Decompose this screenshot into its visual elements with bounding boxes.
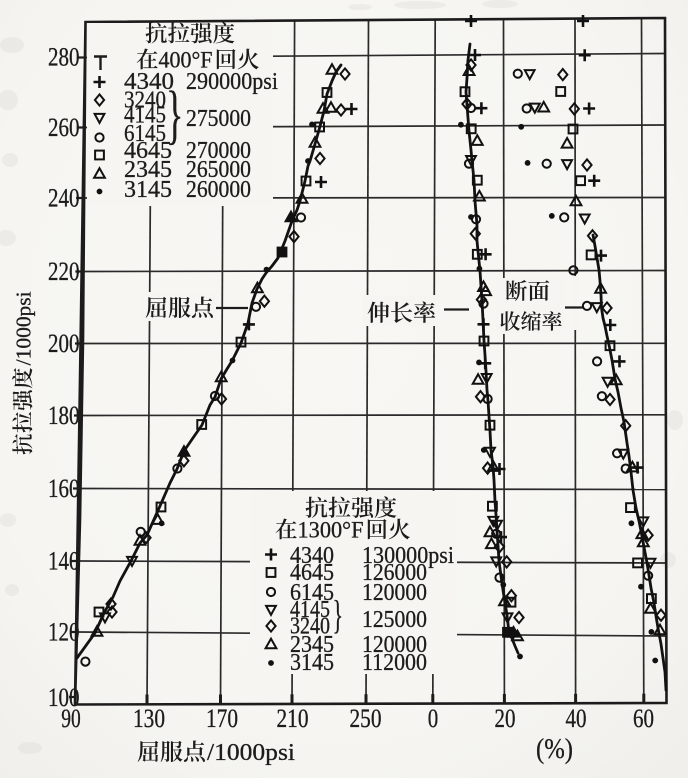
svg-text:210: 210 xyxy=(277,704,309,733)
svg-text:250: 250 xyxy=(350,704,382,733)
svg-text:90: 90 xyxy=(61,704,81,733)
svg-text:120000: 120000 xyxy=(362,632,427,658)
svg-text:140: 140 xyxy=(48,547,80,576)
svg-text:120: 120 xyxy=(48,618,80,647)
svg-text:}: } xyxy=(333,592,344,637)
svg-text:160: 160 xyxy=(48,474,80,503)
svg-text:20: 20 xyxy=(495,704,516,733)
svg-text:4645: 4645 xyxy=(290,560,334,586)
svg-text:4145: 4145 xyxy=(124,103,166,129)
svg-text:170: 170 xyxy=(206,704,238,733)
svg-text:0: 0 xyxy=(428,704,439,733)
svg-text:3145: 3145 xyxy=(290,650,334,676)
svg-text:6145: 6145 xyxy=(124,121,166,147)
svg-text:3240: 3240 xyxy=(124,88,166,114)
svg-text:260: 260 xyxy=(48,113,80,142)
svg-text:6145: 6145 xyxy=(290,580,334,606)
svg-text:130: 130 xyxy=(133,704,165,733)
svg-text:4645: 4645 xyxy=(124,138,172,164)
svg-text:112000: 112000 xyxy=(362,650,427,676)
svg-text:4340: 4340 xyxy=(124,69,174,95)
svg-text:265000: 265000 xyxy=(186,157,251,183)
svg-text:40: 40 xyxy=(566,704,587,733)
svg-text:130000psi: 130000psi xyxy=(362,543,454,569)
svg-text:/1000psi: /1000psi xyxy=(207,740,295,766)
svg-text:200: 200 xyxy=(48,329,80,358)
svg-text:126000: 126000 xyxy=(362,560,427,586)
svg-text:2345: 2345 xyxy=(290,632,334,658)
svg-text:2345: 2345 xyxy=(124,157,172,183)
svg-text:60: 60 xyxy=(633,704,654,733)
svg-text:4340: 4340 xyxy=(290,543,334,569)
svg-text:260000: 260000 xyxy=(186,177,251,203)
svg-text:120000: 120000 xyxy=(362,580,427,606)
svg-text:}: } xyxy=(166,78,183,151)
svg-text:400°F: 400°F xyxy=(159,48,213,73)
svg-text:180: 180 xyxy=(48,401,80,430)
svg-text:270000: 270000 xyxy=(186,138,251,164)
svg-text:1300°F: 1300°F xyxy=(298,518,364,543)
svg-text:275000: 275000 xyxy=(186,106,251,132)
svg-text:220: 220 xyxy=(48,257,80,286)
svg-text:290000psi: 290000psi xyxy=(186,69,278,95)
svg-text:(%): (%) xyxy=(536,734,573,765)
svg-text:240: 240 xyxy=(48,184,80,213)
svg-text:4145: 4145 xyxy=(290,597,330,623)
svg-text:/1000psi: /1000psi xyxy=(12,291,36,365)
svg-text:280: 280 xyxy=(48,43,80,72)
svg-text:3145: 3145 xyxy=(124,177,172,203)
svg-text:125000: 125000 xyxy=(362,607,427,633)
svg-text:100: 100 xyxy=(48,683,80,712)
svg-text:3240: 3240 xyxy=(290,614,330,640)
